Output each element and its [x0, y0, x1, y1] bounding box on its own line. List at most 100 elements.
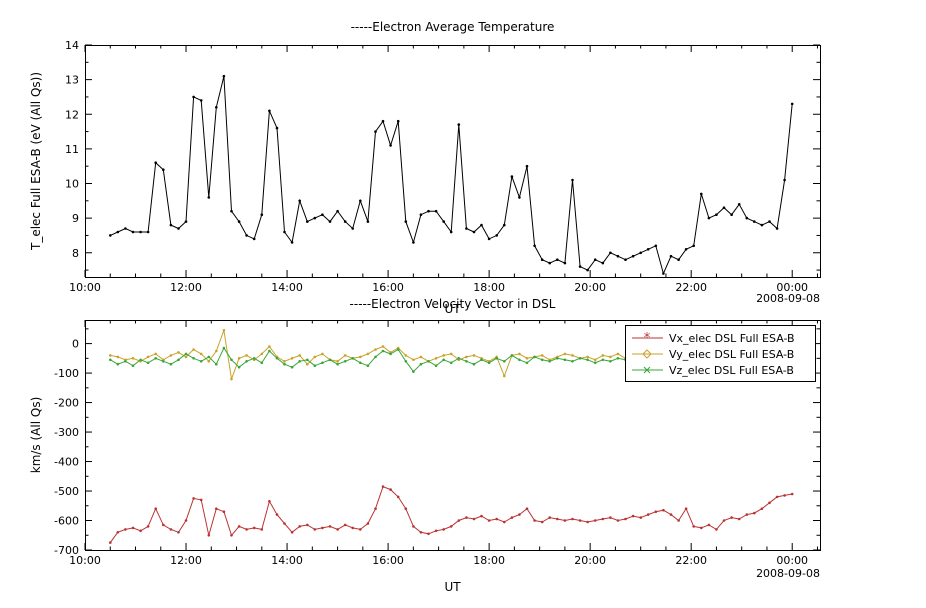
data-point [571, 354, 574, 357]
data-point [396, 348, 400, 351]
data-point [442, 354, 446, 357]
data-point [169, 528, 173, 531]
data-point [472, 362, 476, 366]
data-point [215, 362, 218, 366]
data-point [389, 352, 392, 356]
data-point [313, 216, 317, 220]
data-point [753, 220, 756, 223]
data-point [169, 223, 173, 227]
data-point [154, 507, 157, 511]
chart-title: -----Electron Average Temperature [351, 20, 555, 34]
data-point [222, 510, 226, 513]
data-point [290, 241, 294, 244]
data-point [131, 364, 135, 368]
data-point [381, 485, 385, 488]
data-point [684, 507, 688, 511]
plot-frame [85, 320, 821, 551]
data-point [427, 209, 430, 213]
data-point [503, 520, 506, 524]
x-axis-tick-label: 20:00 [574, 554, 606, 567]
data-point [434, 364, 438, 368]
data-point [252, 357, 256, 360]
data-point [760, 223, 764, 227]
data-point [268, 345, 271, 348]
data-point [586, 358, 589, 362]
data-point [237, 357, 241, 360]
data-point [237, 220, 241, 223]
y-axis-label: T_elec Full ESA-B (eV (All Qs)) [29, 72, 43, 251]
x-axis-tick-label: 18:00 [473, 554, 505, 567]
data-point [616, 254, 620, 258]
data-point [737, 517, 741, 521]
x-axis-tick-label: 16:00 [372, 554, 404, 567]
data-point [700, 192, 703, 196]
legend-label: Vy_elec DSL Full ESA-B [669, 348, 794, 361]
plot-frame [85, 45, 821, 278]
data-point [366, 364, 370, 368]
data-point [336, 362, 339, 366]
data-point [139, 529, 142, 533]
data-point [442, 528, 446, 531]
data-point [449, 361, 453, 365]
data-point [745, 513, 749, 516]
data-point [480, 358, 483, 362]
data-point [790, 102, 794, 106]
data-point [669, 254, 673, 258]
data-point [412, 358, 415, 362]
data-point [518, 352, 521, 356]
data-point [268, 500, 271, 503]
data-point [737, 203, 741, 206]
data-point [268, 349, 271, 353]
data-point [275, 126, 279, 130]
data-point [199, 99, 203, 102]
data-point [518, 358, 521, 362]
data-point [495, 234, 499, 237]
data-point [525, 507, 529, 511]
data-point [790, 492, 794, 496]
data-point [518, 196, 521, 199]
y-axis-tick-label: 11 [65, 143, 79, 156]
x-axis-tick-label: 22:00 [675, 281, 707, 294]
data-point [677, 519, 680, 522]
data-point [343, 360, 347, 363]
data-point [237, 525, 241, 528]
data-point [487, 237, 491, 241]
data-point [169, 354, 173, 357]
data-point [116, 230, 120, 234]
data-point [419, 355, 423, 359]
data-point [480, 514, 483, 518]
data-point [654, 244, 658, 248]
data-point [457, 519, 461, 522]
data-point [449, 230, 453, 234]
data-point [639, 516, 642, 519]
data-point [207, 196, 211, 199]
data-point [631, 254, 635, 258]
data-point [245, 354, 248, 357]
data-point [684, 248, 688, 251]
data-point [593, 358, 597, 362]
data-point [578, 519, 582, 522]
data-point [593, 519, 597, 522]
data-point [412, 370, 415, 373]
data-point [351, 227, 355, 230]
data-point [449, 525, 453, 528]
x-axis-tick-label: 00:00 [776, 554, 808, 567]
data-point [753, 511, 756, 515]
data-point [124, 528, 127, 531]
data-point [139, 358, 142, 362]
data-point [768, 501, 771, 505]
data-point [412, 241, 415, 244]
data-point [306, 358, 309, 362]
data-point [313, 355, 317, 359]
data-point [328, 525, 332, 528]
data-point [449, 352, 453, 356]
data-point [207, 355, 211, 359]
data-point [434, 529, 438, 533]
data-point [207, 360, 211, 363]
data-point [495, 517, 499, 521]
data-point [646, 248, 650, 251]
series-Vx_elec [109, 485, 793, 543]
data-point [722, 206, 726, 209]
data-point [116, 531, 120, 534]
data-point [116, 362, 120, 366]
